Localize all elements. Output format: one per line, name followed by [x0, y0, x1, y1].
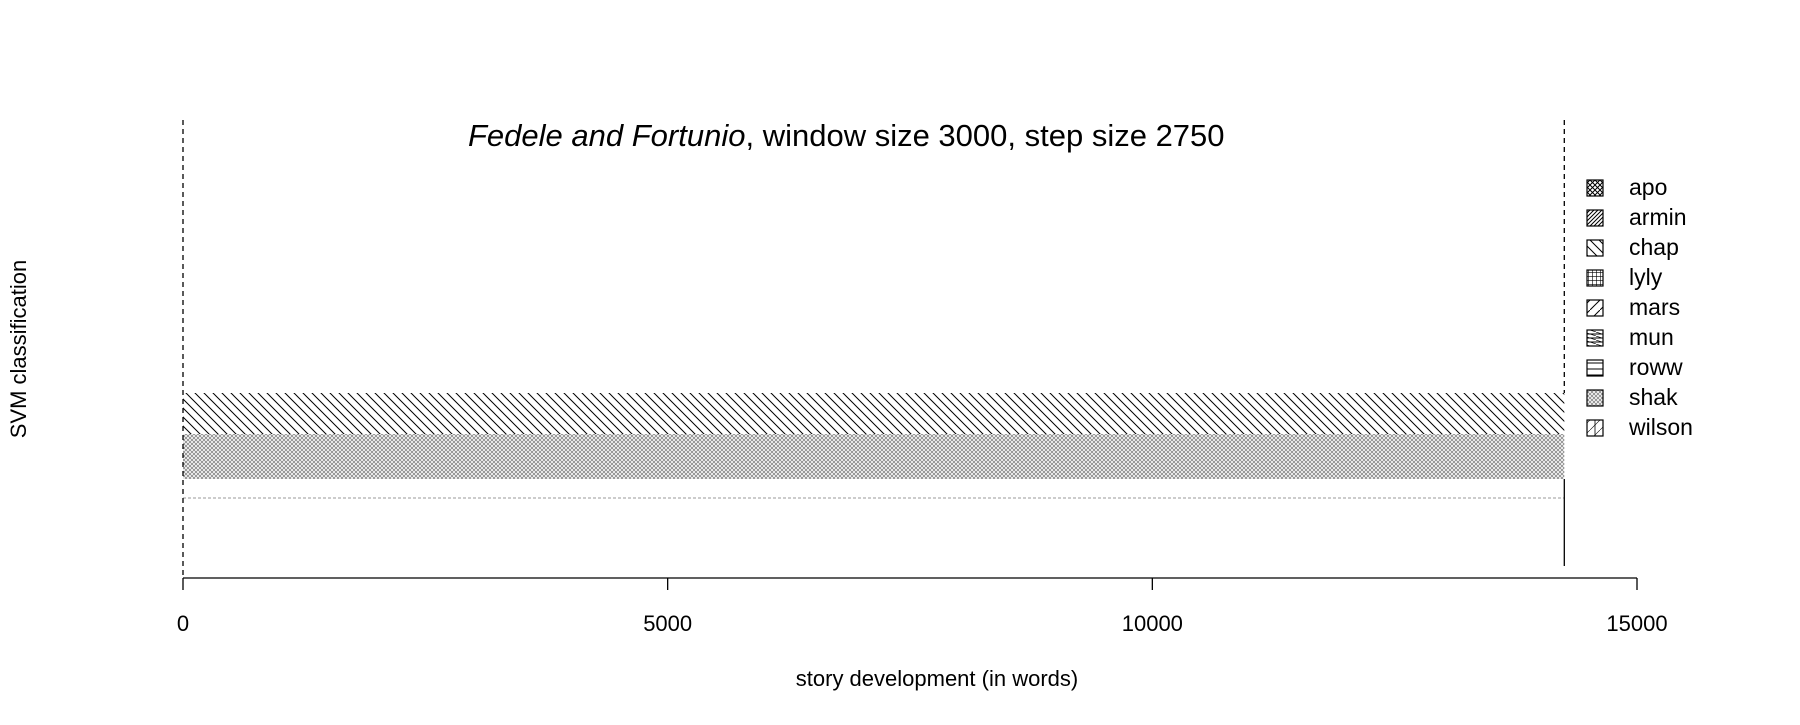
- legend-swatch: [1586, 179, 1604, 197]
- x-tick-label: 0: [177, 611, 189, 636]
- text-boundaries: [182, 120, 1565, 578]
- legend-label: mars: [1629, 294, 1680, 320]
- band-shak: [183, 434, 1565, 479]
- legend-swatch: [1586, 329, 1604, 347]
- x-axis-label: story development (in words): [796, 666, 1078, 691]
- legend-label: wilson: [1628, 414, 1693, 440]
- chart-title-italic: Fedele and Fortunio: [468, 118, 745, 153]
- legend-item-wilson: wilson: [1586, 414, 1693, 440]
- legend-swatch: [1586, 359, 1604, 377]
- legend-label: armin: [1629, 204, 1687, 230]
- legend-label: shak: [1629, 384, 1678, 410]
- legend-swatch: [1586, 269, 1604, 287]
- legend-item-armin: armin: [1586, 204, 1687, 230]
- legend-label: mun: [1629, 324, 1674, 350]
- x-tick-label: 10000: [1122, 611, 1183, 636]
- legend-item-shak: shak: [1586, 384, 1678, 410]
- legend-label: apo: [1629, 174, 1667, 200]
- band-chap: [183, 393, 1565, 434]
- y-axis-label: SVM classification: [6, 260, 31, 439]
- legend-swatch: [1586, 299, 1604, 317]
- chart-title: Fedele and Fortunio, window size 3000, s…: [468, 118, 1225, 153]
- x-tick-label: 15000: [1606, 611, 1667, 636]
- legend-label: chap: [1629, 234, 1679, 260]
- legend-swatch: [1586, 239, 1604, 257]
- legend-item-roww: roww: [1586, 354, 1683, 380]
- legend: apo armin chap lyly mars mun roww shak wilson: [1586, 174, 1693, 440]
- legend-label: roww: [1629, 354, 1683, 380]
- legend-item-apo: apo: [1586, 174, 1667, 200]
- legend-swatch: [1586, 419, 1604, 437]
- legend-label: lyly: [1629, 264, 1663, 290]
- legend-swatch: [1586, 389, 1604, 407]
- x-tick-label: 5000: [643, 611, 692, 636]
- legend-item-lyly: lyly: [1586, 264, 1663, 290]
- x-axis: 0 5000 10000 15000: [177, 577, 1668, 636]
- legend-item-mun: mun: [1586, 324, 1674, 350]
- stacked-bands: [183, 393, 1565, 499]
- chart-title-rest: , window size 3000, step size 2750: [745, 118, 1224, 153]
- legend-item-chap: chap: [1586, 234, 1679, 260]
- legend-swatch: [1586, 209, 1604, 227]
- legend-item-mars: mars: [1586, 294, 1680, 320]
